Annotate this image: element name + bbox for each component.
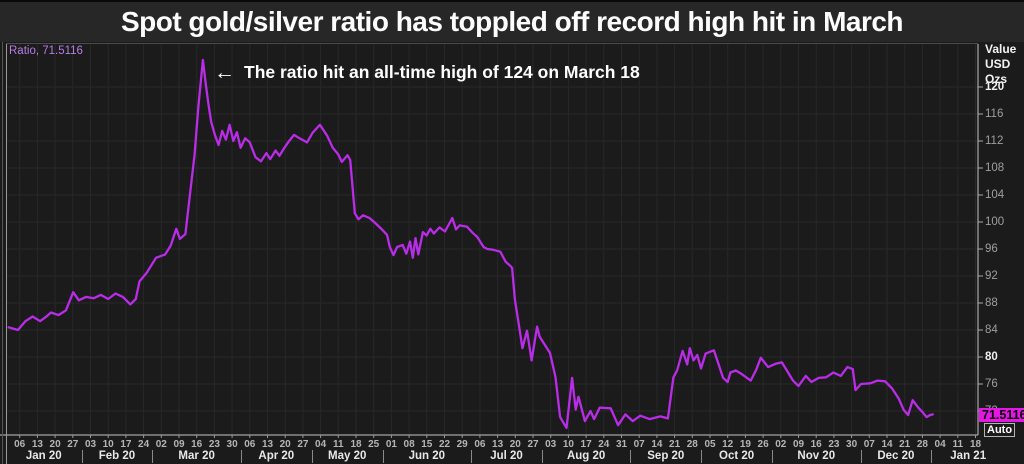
- value-axis-header-line: USD: [985, 57, 1011, 71]
- x-day-label: 09: [792, 439, 805, 450]
- x-day-label: 06: [474, 439, 486, 450]
- x-day-label: 01: [385, 439, 397, 450]
- x-month-label: Feb 20: [82, 450, 154, 463]
- x-day-label: 24: [138, 439, 150, 450]
- y-tick-label: 112: [985, 135, 1004, 147]
- y-tick-label: 76: [985, 378, 998, 390]
- x-day-label: 08: [403, 439, 415, 450]
- x-month-label: Dec 20: [861, 450, 933, 463]
- x-day-label: 19: [739, 439, 751, 450]
- x-day-label: 28: [686, 439, 698, 450]
- value-axis-header-line: Value: [985, 42, 1017, 56]
- x-month-label: Aug 20: [542, 450, 632, 463]
- x-day-label: 11: [333, 439, 344, 450]
- auto-scale-button[interactable]: Auto: [984, 423, 1016, 437]
- page-title: Spot gold/silver ratio has toppled off r…: [120, 6, 904, 37]
- x-day-label: 18: [350, 439, 362, 450]
- left-spine: [6, 43, 7, 464]
- series-legend-label: Ratio, 71.5116: [9, 45, 83, 57]
- x-day-label: 27: [67, 439, 79, 450]
- x-day-label: 04: [315, 439, 327, 450]
- x-day-label: 06: [244, 439, 256, 450]
- y-tick-label: 80: [985, 351, 998, 363]
- x-day-label: 17: [580, 439, 592, 450]
- x-day-label: 02: [155, 439, 167, 450]
- x-day-label: 30: [846, 439, 858, 450]
- x-month-label: Nov 20: [772, 450, 862, 463]
- peak-annotation: ← The ratio hit an all-time high of 124 …: [214, 62, 640, 83]
- y-tick-label: 96: [985, 243, 998, 255]
- ratio-line: [7, 58, 934, 430]
- top-spine: [6, 43, 978, 44]
- x-day-label: 10: [562, 439, 574, 450]
- y-tick-label: 92: [985, 270, 998, 282]
- x-day-label: 02: [775, 439, 787, 450]
- x-day-label: 25: [368, 439, 380, 450]
- y-tick-label: 84: [985, 324, 998, 336]
- x-day-label: 07: [633, 439, 645, 450]
- x-day-label: 05: [704, 439, 716, 450]
- x-day-label: 31: [615, 439, 628, 450]
- x-day-label: 26: [757, 439, 769, 450]
- x-day-label: 23: [208, 439, 220, 450]
- title-bar: Spot gold/silver ratio has toppled off r…: [0, 0, 1024, 42]
- x-day-label: 20: [279, 439, 291, 450]
- x-day-label: 20: [509, 439, 521, 450]
- y-tick-label: 108: [985, 162, 1005, 174]
- x-month-label: Sep 20: [630, 450, 703, 463]
- x-day-label: 06: [14, 439, 26, 450]
- x-day-label: 27: [297, 439, 309, 450]
- x-day-label: 18: [969, 439, 982, 450]
- x-day-label: 04: [934, 439, 946, 450]
- x-month-label: Jan 20: [6, 450, 83, 463]
- x-day-label: 14: [651, 439, 663, 450]
- x-month-label: Apr 20: [241, 450, 313, 463]
- peak-annotation-text: The ratio hit an all-time high of 124 on…: [244, 62, 640, 82]
- x-day-label: 13: [31, 439, 43, 450]
- x-day-label: 28: [916, 439, 928, 450]
- y-tick-label: 88: [985, 297, 998, 309]
- x-day-label: 22: [438, 439, 451, 450]
- x-day-label: 21: [669, 439, 681, 450]
- x-month-label: Oct 20: [701, 450, 773, 463]
- x-day-label: 16: [810, 439, 822, 450]
- x-day-label: 14: [881, 439, 893, 450]
- left-arrow-icon: ←: [214, 61, 235, 84]
- value-axis-header: Value USD Ozs: [985, 42, 1016, 87]
- x-day-label: 07: [863, 439, 875, 450]
- x-day-label: 11: [952, 439, 964, 450]
- x-day-label: 29: [456, 439, 468, 450]
- y-tick-label: 116: [985, 108, 1004, 120]
- x-day-label: 30: [226, 439, 238, 450]
- x-day-label: 15: [421, 439, 433, 450]
- x-month-label: May 20: [312, 450, 384, 463]
- y-tick-label: 120: [985, 81, 1005, 93]
- x-day-label: 13: [261, 439, 274, 450]
- x-month-label: Jan 21: [950, 450, 987, 462]
- x-day-label: 23: [828, 439, 840, 450]
- value-axis-header-line: Ozs: [985, 72, 1008, 86]
- x-day-label: 13: [492, 439, 504, 450]
- x-day-label: 16: [191, 439, 203, 450]
- left-outer-spine: [2, 42, 3, 464]
- last-value-badge: 71.5116: [979, 408, 1024, 422]
- x-month-label: Jul 20: [471, 450, 543, 463]
- x-day-label: 21: [899, 439, 911, 450]
- x-day-label: 12: [722, 439, 734, 450]
- x-day-label: 17: [120, 439, 132, 450]
- y-tick-label: 100: [985, 216, 1005, 228]
- x-day-label: 24: [598, 439, 610, 450]
- x-day-label: 03: [545, 439, 557, 450]
- x-day-label: 09: [173, 439, 185, 450]
- x-day-label: 20: [49, 439, 61, 450]
- x-day-label: 27: [527, 439, 539, 450]
- x-day-label: 10: [102, 439, 114, 450]
- y-tick-label: 104: [985, 189, 1005, 201]
- x-month-label: Jun 20: [383, 450, 473, 463]
- x-month-label: Mar 20: [152, 450, 242, 463]
- x-day-label: 03: [84, 439, 97, 450]
